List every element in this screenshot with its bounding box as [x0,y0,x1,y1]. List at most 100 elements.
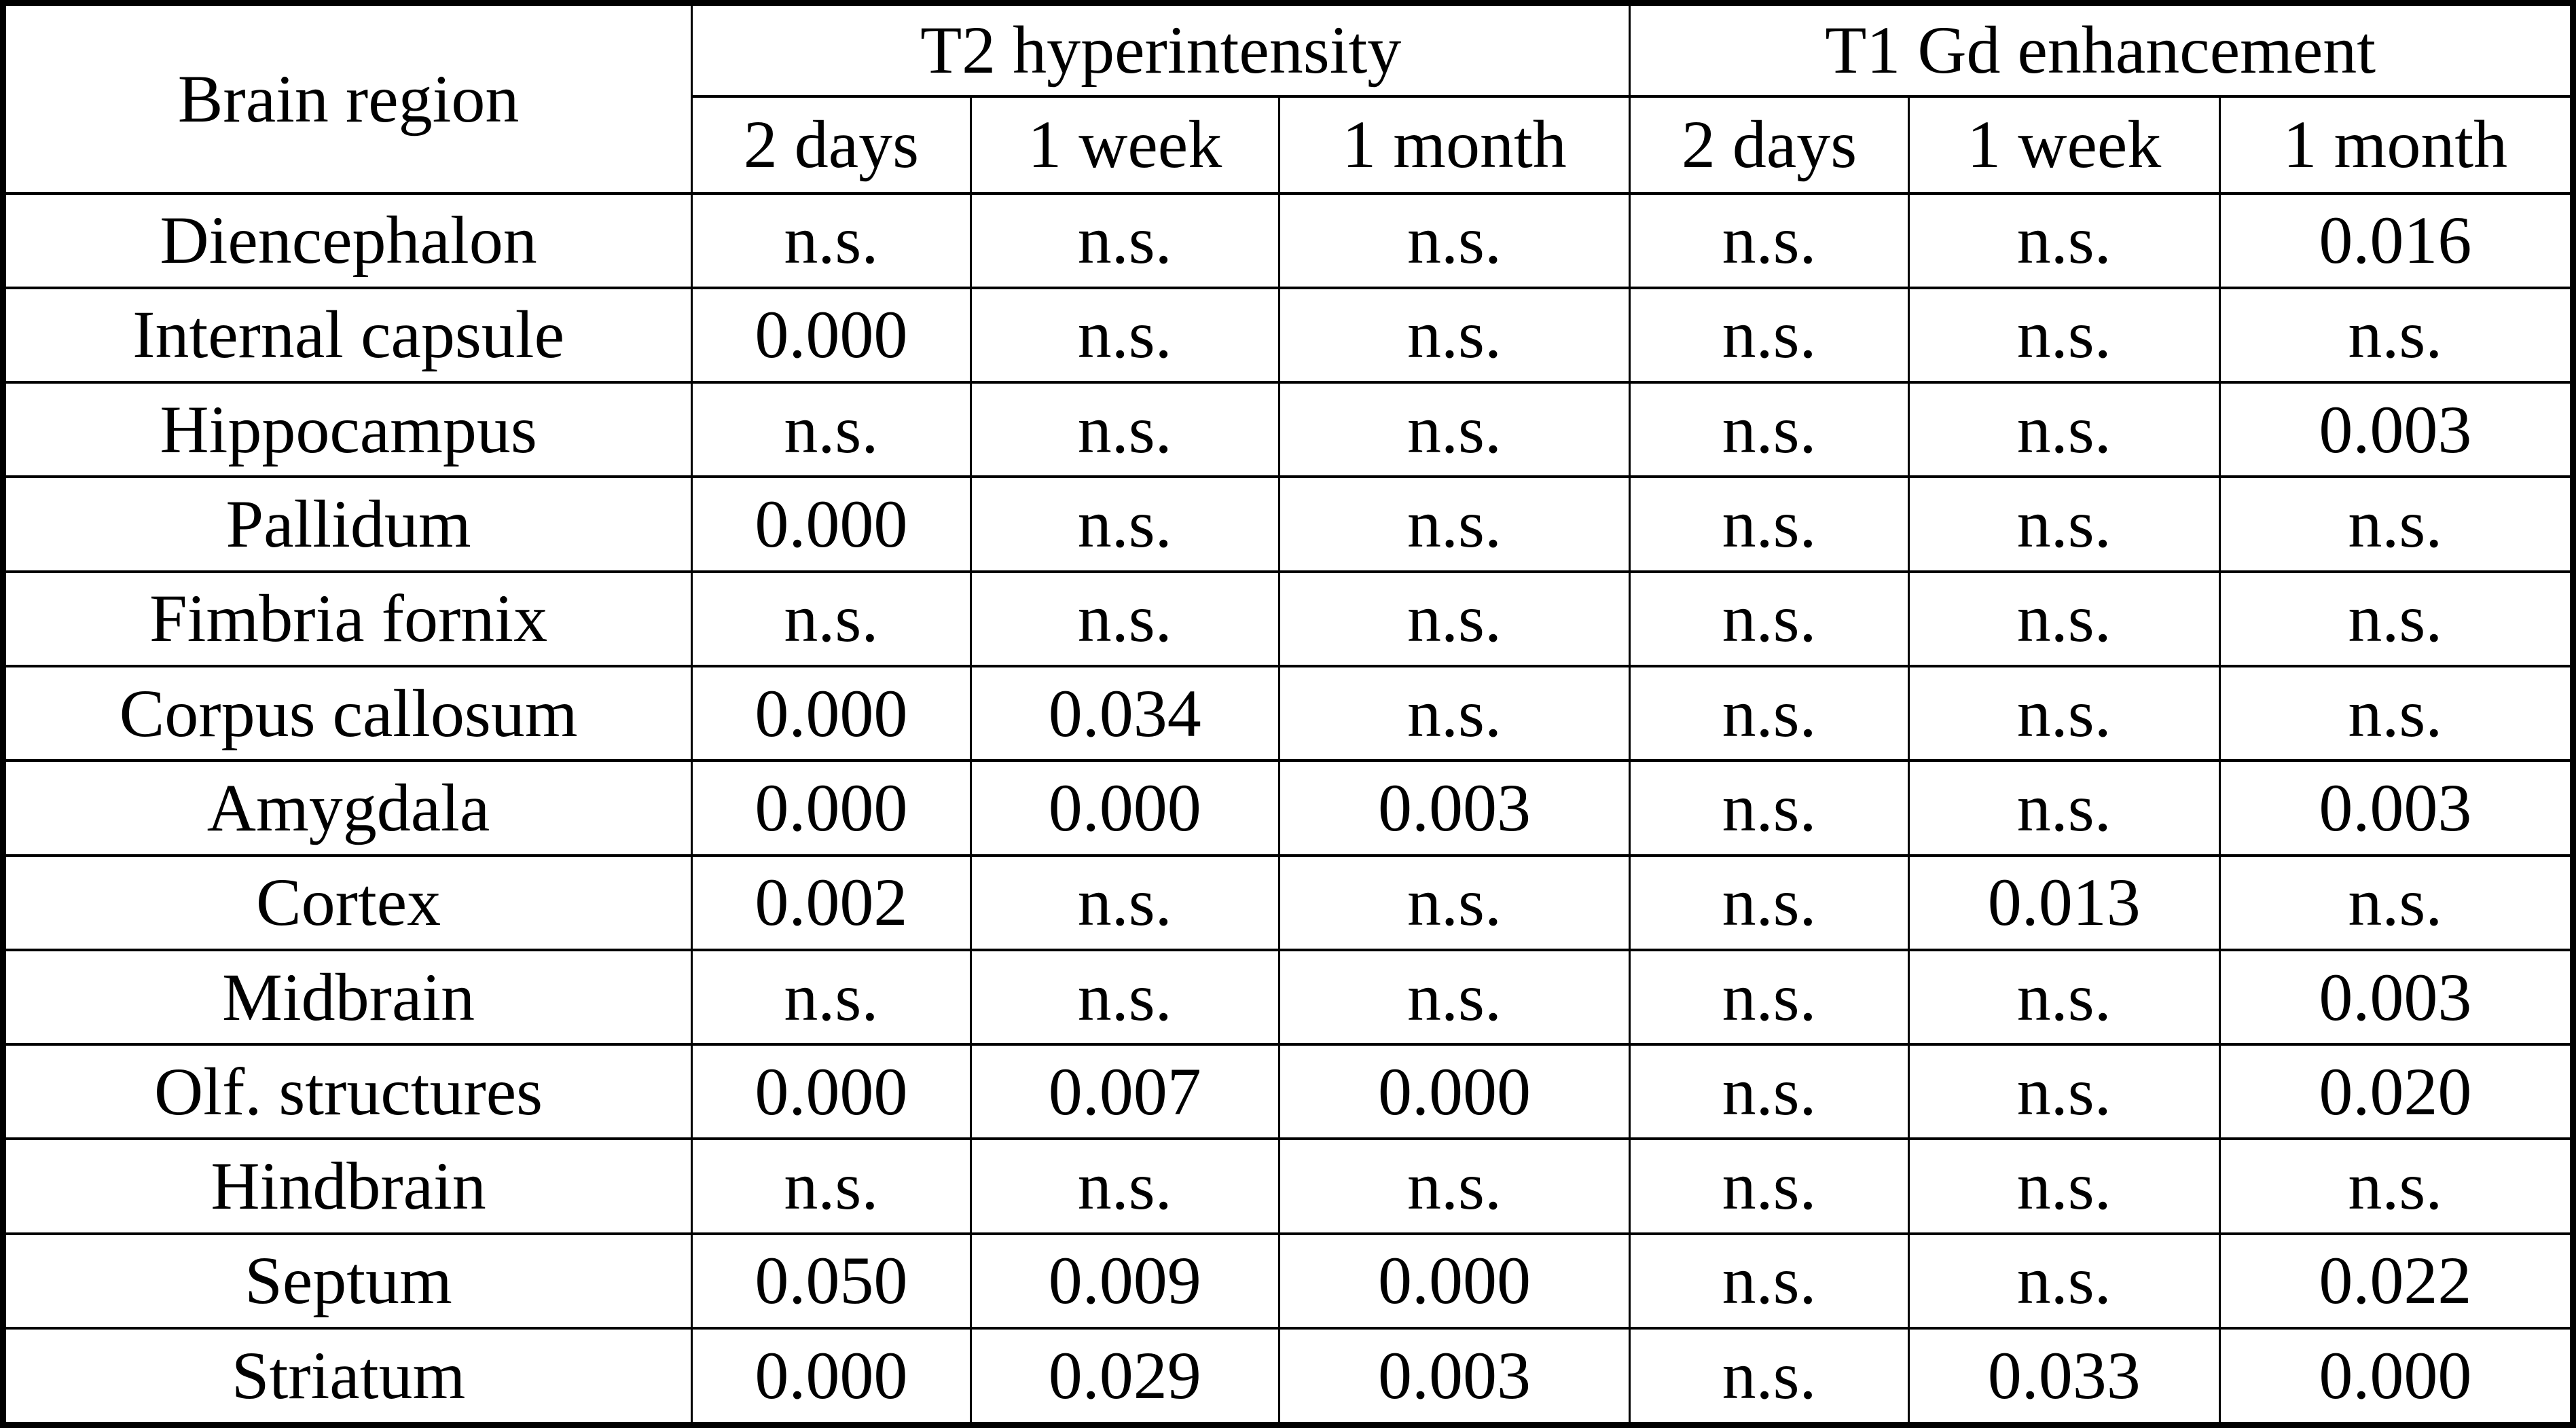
value-cell: n.s. [1277,570,1631,667]
value-cell: 0.033 [1907,1327,2221,1427]
value-cell: n.s. [1629,286,1910,384]
value-cell: n.s. [1907,1043,2221,1141]
value-cell: 0.000 [691,286,972,384]
value-cell: n.s. [1629,381,1910,479]
group-header-t1-gd-enhancement: T1 Gd enhancement [1629,1,2574,98]
value-cell: n.s. [1907,1137,2221,1235]
value-cell: n.s. [1629,1137,1910,1235]
value-cell: n.s. [2218,664,2575,763]
value-cell: 0.007 [969,1043,1280,1141]
value-cell: n.s. [1907,664,2221,763]
value-cell: n.s. [969,286,1280,384]
value-cell: 0.003 [1277,1327,1631,1427]
value-cell: 0.000 [691,664,972,763]
value-cell: n.s. [1629,1232,1910,1330]
value-cell: n.s. [1907,381,2221,479]
value-cell: 0.022 [2218,1232,2575,1330]
value-cell: 0.000 [691,759,972,857]
value-cell: n.s. [1629,664,1910,763]
value-cell: n.s. [691,570,972,667]
value-cell: 0.020 [2218,1043,2575,1141]
value-cell: 0.000 [1277,1043,1631,1141]
region-cell: Internal capsule [1,286,693,384]
value-cell: n.s. [1277,191,1631,289]
value-cell: 0.000 [1277,1232,1631,1330]
value-cell: n.s. [1629,475,1910,573]
region-cell: Hippocampus [1,381,693,479]
region-cell: Fimbria fornix [1,570,693,667]
value-cell: n.s. [1277,475,1631,573]
value-cell: n.s. [1629,1327,1910,1427]
table-row: Midbrain n.s. n.s. n.s. n.s. n.s. 0.003 [1,948,2575,1046]
value-cell: 0.009 [969,1232,1280,1330]
table-row: Septum 0.050 0.009 0.000 n.s. n.s. 0.022 [1,1232,2575,1330]
value-cell: n.s. [1629,191,1910,289]
group-header-t2-hyperintensity: T2 hyperintensity [691,1,1631,98]
value-cell: n.s. [691,948,972,1046]
value-cell: n.s. [1629,1043,1910,1141]
table-row: Corpus callosum 0.000 0.034 n.s. n.s. n.… [1,664,2575,763]
table-row: Internal capsule 0.000 n.s. n.s. n.s. n.… [1,286,2575,384]
table-row: Pallidum 0.000 n.s. n.s. n.s. n.s. n.s. [1,475,2575,573]
value-cell: n.s. [1277,854,1631,951]
subheader-t1-1week: 1 week [1907,94,2221,195]
value-cell: n.s. [1629,759,1910,857]
value-cell: n.s. [1277,1137,1631,1235]
region-cell: Olf. structures [1,1043,693,1141]
value-cell: n.s. [1907,759,2221,857]
value-cell: 0.029 [969,1327,1280,1427]
value-cell: n.s. [1907,570,2221,667]
table-row: Cortex 0.002 n.s. n.s. n.s. 0.013 n.s. [1,854,2575,951]
value-cell: 0.003 [2218,381,2575,479]
region-cell: Midbrain [1,948,693,1046]
value-cell: n.s. [1629,570,1910,667]
region-cell: Cortex [1,854,693,951]
subheader-t2-1month: 1 month [1277,94,1631,195]
value-cell: n.s. [1277,664,1631,763]
region-cell: Hindbrain [1,1137,693,1235]
subheader-t1-2days: 2 days [1629,94,1910,195]
table-row: Amygdala 0.000 0.000 0.003 n.s. n.s. 0.0… [1,759,2575,857]
value-cell: n.s. [2218,854,2575,951]
value-cell: n.s. [969,475,1280,573]
value-cell: 0.013 [1907,854,2221,951]
value-cell: 0.000 [2218,1327,2575,1427]
value-cell: n.s. [1907,475,2221,573]
table-row: Fimbria fornix n.s. n.s. n.s. n.s. n.s. … [1,570,2575,667]
value-cell: n.s. [1629,854,1910,951]
value-cell: 0.003 [2218,759,2575,857]
value-cell: 0.000 [691,1043,972,1141]
value-cell: n.s. [969,948,1280,1046]
region-cell: Striatum [1,1327,693,1427]
value-cell: 0.016 [2218,191,2575,289]
table-row: Hindbrain n.s. n.s. n.s. n.s. n.s. n.s. [1,1137,2575,1235]
header-group-row: Brain region T2 hyperintensity T1 Gd enh… [1,1,2574,195]
value-cell: 0.000 [691,1327,972,1427]
value-cell: n.s. [691,191,972,289]
value-cell: n.s. [2218,570,2575,667]
value-cell: n.s. [969,191,1280,289]
region-cell: Corpus callosum [1,664,693,763]
value-cell: n.s. [1907,191,2221,289]
value-cell: n.s. [1907,948,2221,1046]
value-cell: 0.003 [2218,948,2575,1046]
value-cell: n.s. [969,1137,1280,1235]
value-cell: 0.000 [969,759,1280,857]
subheader-t2-2days: 2 days [691,94,972,195]
value-cell: 0.000 [691,475,972,573]
value-cell: n.s. [691,1137,972,1235]
table-row: Diencephalon n.s. n.s. n.s. n.s. n.s. 0.… [1,191,2575,289]
value-cell: n.s. [1907,1232,2221,1330]
value-cell: n.s. [1277,381,1631,479]
value-cell: n.s. [2218,286,2575,384]
value-cell: n.s. [1907,286,2221,384]
value-cell: n.s. [969,854,1280,951]
value-cell: n.s. [1277,286,1631,384]
region-cell: Pallidum [1,475,693,573]
value-cell: n.s. [969,381,1280,479]
table-row: Olf. structures 0.000 0.007 0.000 n.s. n… [1,1043,2575,1141]
value-cell: n.s. [1277,948,1631,1046]
value-cell: 0.034 [969,664,1280,763]
